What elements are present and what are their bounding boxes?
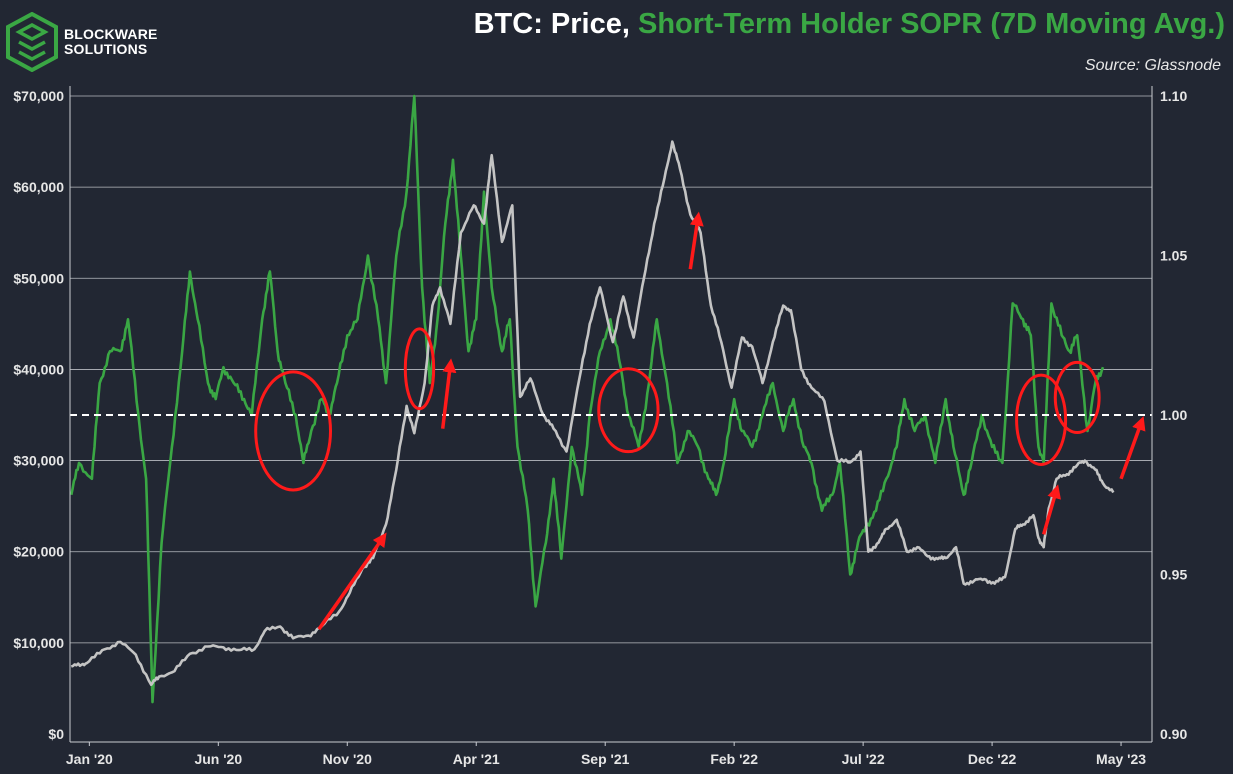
x-tick-label: Jun '20 — [194, 751, 242, 767]
x-tick-label: Sep '21 — [581, 751, 630, 767]
y-right-tick-label: 1.00 — [1160, 407, 1187, 423]
y-left-tick-label: $50,000 — [13, 270, 64, 286]
axis-labels: $0 $10,000 $20,000 $30,000 $40,000 $50,000 $60… — [13, 88, 1187, 767]
y-left-tick-label: $30,000 — [13, 453, 64, 469]
annotation-circle-5 — [1053, 360, 1101, 435]
x-tick-label: Nov '20 — [323, 751, 372, 767]
title-sopr: Short-Term Holder SOPR (7D Moving Avg.) — [637, 8, 1225, 40]
annotation-circle-1 — [254, 370, 333, 492]
y-left-tick-label: $10,000 — [13, 635, 64, 651]
sth-sopr-line — [70, 94, 1105, 704]
y-left-tick-label: $70,000 — [13, 88, 64, 104]
x-tick-label: Apr '21 — [453, 751, 500, 767]
logo-text-line2: SOLUTIONS — [64, 41, 148, 57]
btc-price-line — [70, 140, 1115, 687]
annotation-arrow-2 — [440, 358, 457, 429]
y-left-tick-label: $0 — [48, 726, 64, 742]
x-tick-label: Jul '22 — [842, 751, 885, 767]
y-right-tick-label: 0.90 — [1160, 726, 1187, 742]
annotation-arrow-3 — [688, 211, 704, 270]
y-right-tick-label: 1.05 — [1160, 248, 1187, 264]
y-right-tick-label: 0.95 — [1160, 567, 1187, 583]
y-right-tick-label: 1.10 — [1160, 88, 1187, 104]
series-layer — [70, 94, 1115, 704]
annotation-circle-3 — [597, 367, 660, 454]
annotation-arrow-5 — [1119, 416, 1146, 480]
annotation-arrow-4 — [1041, 484, 1061, 535]
chart-title: BTC: Price, Short-Term Holder SOPR (7D M… — [474, 8, 1225, 41]
blockware-logo: BLOCKWARE SOLUTIONS — [6, 12, 158, 72]
title-price: BTC: Price, — [473, 8, 630, 40]
blockware-logo-icon — [6, 12, 58, 72]
y-left-tick-label: $20,000 — [13, 544, 64, 560]
logo-text-line1: BLOCKWARE — [64, 26, 158, 42]
x-tick-label: May '23 — [1096, 751, 1146, 767]
y-left-tick-label: $60,000 — [13, 179, 64, 195]
x-tick-label: Jan '20 — [66, 751, 113, 767]
annotations-layer — [254, 211, 1146, 631]
x-tick-label: Feb '22 — [710, 751, 758, 767]
x-tick-label: Dec '22 — [968, 751, 1017, 767]
annotation-circle-4 — [1015, 373, 1068, 466]
source-label: Source: Glassnode — [1084, 57, 1221, 74]
annotation-circle-2 — [403, 327, 436, 411]
y-left-tick-label: $40,000 — [13, 361, 64, 377]
annotation-arrow-1 — [317, 532, 387, 631]
gridlines — [70, 95, 1152, 644]
